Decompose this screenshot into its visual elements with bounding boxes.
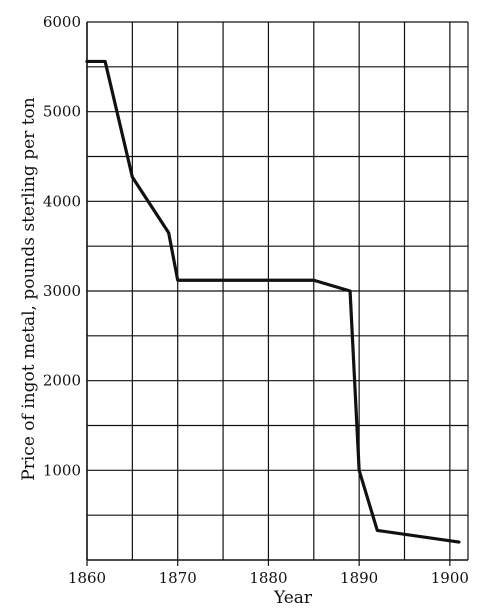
y-tick-labels: 1000 2000 3000 4000 5000 6000 [43, 13, 81, 479]
x-tick-label: 1870 [159, 569, 197, 587]
x-tick-labels: 1860 1870 1880 1890 1900 [68, 569, 469, 587]
y-tick-label: 1000 [43, 461, 81, 479]
y-tick-label: 4000 [43, 192, 81, 210]
y-axis-title: Price of ingot metal, pounds sterling pe… [19, 97, 39, 480]
x-tick-label: 1860 [68, 569, 106, 587]
y-tick-label: 3000 [43, 282, 81, 300]
grid [86, 21, 469, 566]
x-tick-label: 1880 [249, 569, 287, 587]
x-tick-label: 1890 [340, 569, 378, 587]
y-tick-label: 2000 [43, 372, 81, 390]
x-axis-title: Year [273, 588, 313, 608]
series-line [85, 59, 461, 544]
x-tick-label: 1900 [431, 569, 469, 587]
y-tick-label: 6000 [43, 13, 81, 31]
series-layer [85, 59, 461, 544]
y-tick-label: 5000 [43, 103, 81, 121]
